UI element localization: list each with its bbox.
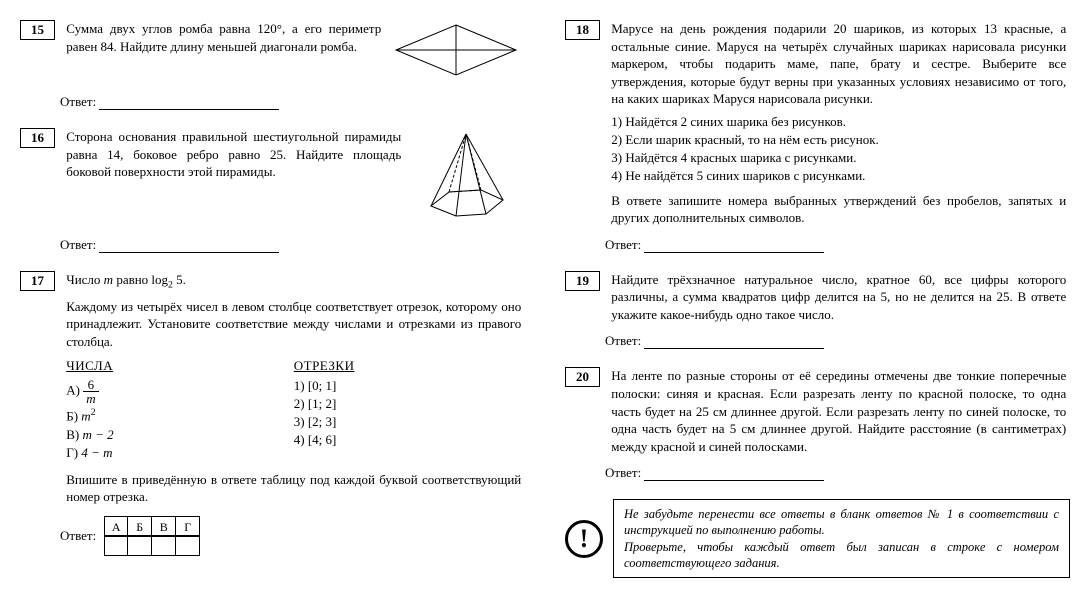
problem-number: 17 — [20, 271, 55, 291]
answer-blank[interactable] — [644, 468, 824, 481]
notice-line1: Не забудьте перенести все ответы в бланк… — [624, 506, 1059, 539]
notice-line2: Проверьте, чтобы каждый ответ был записа… — [624, 539, 1059, 572]
problem-19: 19 Найдите трёхзначное натуральное число… — [565, 271, 1070, 350]
problem-18: 18 Марусе на день рождения подарили 20 ш… — [565, 20, 1070, 253]
option-2: 2) Если шарик красный, то на нём есть ри… — [611, 132, 1066, 148]
problem-17: 17 Число m равно log2 5. Каждому из четы… — [20, 271, 525, 556]
answer-blank[interactable] — [644, 240, 824, 253]
option-1: 1) Найдётся 2 синих шарика без рисунков. — [611, 114, 1066, 130]
problem-number: 18 — [565, 20, 600, 40]
left-column: 15 Сумма двух углов ромба равна 120°, а … — [20, 20, 525, 578]
problem-line1: Число m равно log2 5. — [66, 271, 521, 292]
answer-blank[interactable] — [644, 336, 824, 349]
answer-table[interactable]: А Б В Г — [104, 516, 200, 556]
rhombus-figure — [391, 20, 521, 84]
seg-3: 3) [2; 3] — [294, 414, 522, 430]
answer-blank[interactable] — [99, 97, 279, 110]
hdr-D: Г — [176, 516, 200, 536]
cell-B[interactable] — [128, 536, 152, 556]
item-D: Г) 4 − m — [66, 445, 294, 461]
answer-row: Ответ: — [605, 333, 1070, 349]
numbers-list: А) 6 m Б) m2 В) — [66, 378, 294, 460]
answer-label: Ответ: — [605, 465, 641, 480]
answer-row: Ответ: — [605, 237, 1070, 253]
problem-16: 16 Сторона основания правильной шестиуго… — [20, 128, 525, 253]
numbers-heading: ЧИСЛА — [66, 358, 294, 374]
hdr-A: А — [104, 516, 128, 536]
problem-20: 20 На ленте по разные стороны от её сере… — [565, 367, 1070, 481]
item-C: В) m − 2 — [66, 427, 294, 443]
notice: ! Не забудьте перенести все ответы в бла… — [565, 499, 1070, 578]
answer-row: Ответ: — [60, 94, 525, 110]
problem-text: Сторона основания правильной шестиугольн… — [66, 128, 401, 181]
pyramid-figure — [411, 128, 521, 227]
segments-list: 1) [0; 1] 2) [1; 2] 3) [2; 3] 4) [4; 6] — [294, 378, 522, 448]
match-columns: ЧИСЛА А) 6 m Б) m2 — [66, 358, 521, 462]
answer-label: Ответ: — [60, 94, 96, 109]
seg-1: 1) [0; 1] — [294, 378, 522, 394]
problem-instr: Впишите в приведённую в ответе таблицу п… — [66, 471, 521, 506]
cell-C[interactable] — [152, 536, 176, 556]
problem-15: 15 Сумма двух углов ромба равна 120°, а … — [20, 20, 525, 110]
seg-4: 4) [4; 6] — [294, 432, 522, 448]
problem-number: 19 — [565, 271, 600, 291]
hdr-C: В — [152, 516, 176, 536]
exclamation-icon: ! — [565, 520, 603, 558]
notice-box: Не забудьте перенести все ответы в бланк… — [613, 499, 1070, 578]
option-4: 4) Не найдётся 5 синих шариков с рисунка… — [611, 168, 1066, 184]
problem-tail: В ответе запишите номера выбранных утвер… — [611, 192, 1066, 227]
item-A: А) 6 m — [66, 378, 294, 405]
right-column: 18 Марусе на день рождения подарили 20 ш… — [565, 20, 1070, 578]
page: 15 Сумма двух углов ромба равна 120°, а … — [20, 20, 1070, 578]
answer-label: Ответ: — [605, 333, 641, 348]
answer-label: Ответ: — [60, 528, 96, 544]
option-3: 3) Найдётся 4 красных шарика с рисунками… — [611, 150, 1066, 166]
problem-text: Найдите трёхзначное натуральное число, к… — [611, 271, 1066, 324]
fraction: 6 m — [83, 378, 98, 405]
answer-blank[interactable] — [99, 240, 279, 253]
cell-A[interactable] — [104, 536, 128, 556]
problem-text: Марусе на день рождения подарили 20 шари… — [611, 20, 1066, 108]
hdr-B: Б — [128, 516, 152, 536]
answer-row: Ответ: — [60, 237, 525, 253]
problem-para: Каждому из четырёх чисел в левом столбце… — [66, 298, 521, 351]
problem-text: На ленте по разные стороны от её середин… — [611, 367, 1066, 455]
answer-label: Ответ: — [605, 237, 641, 252]
seg-2: 2) [1; 2] — [294, 396, 522, 412]
answer-row: Ответ: А Б В Г — [60, 516, 525, 556]
answer-row: Ответ: — [605, 465, 1070, 481]
answer-label: Ответ: — [60, 237, 96, 252]
problem-text: Сумма двух углов ромба равна 120°, а его… — [66, 20, 381, 55]
segments-heading: ОТРЕЗКИ — [294, 358, 522, 374]
item-B: Б) m2 — [66, 407, 294, 424]
problem-number: 16 — [20, 128, 55, 148]
problem-number: 20 — [565, 367, 600, 387]
problem-number: 15 — [20, 20, 55, 40]
cell-D[interactable] — [176, 536, 200, 556]
options-list: 1) Найдётся 2 синих шарика без рисунков.… — [611, 114, 1066, 184]
